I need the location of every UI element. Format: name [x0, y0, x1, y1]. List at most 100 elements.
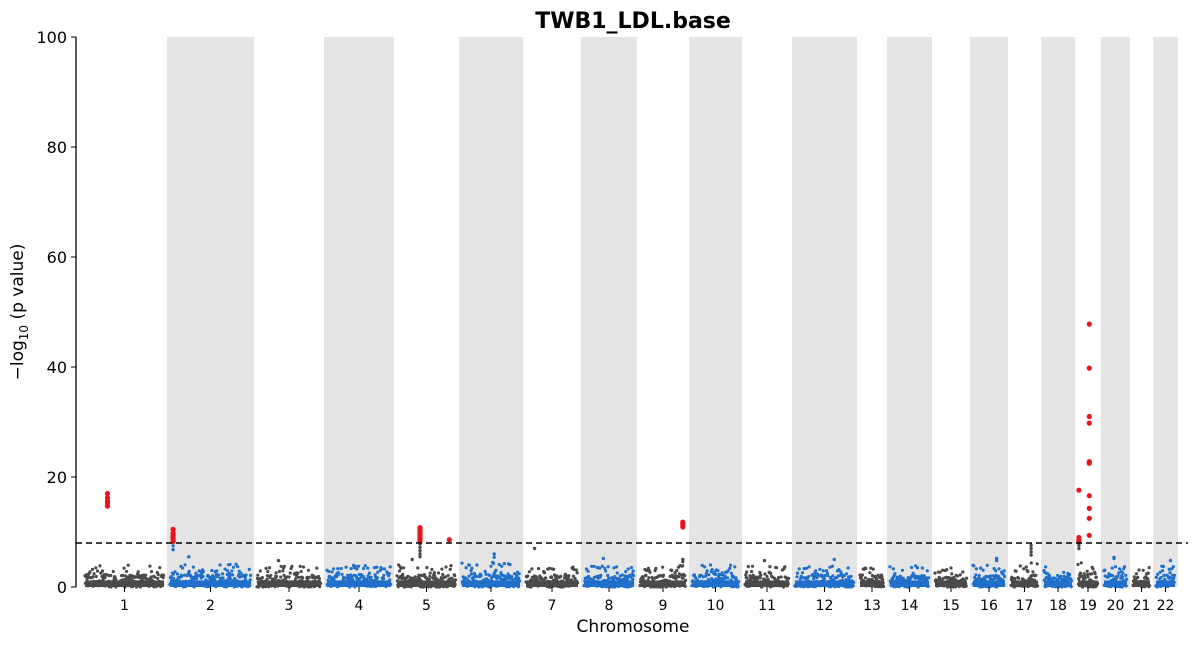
data-point	[439, 576, 443, 580]
data-point	[460, 561, 464, 565]
data-point	[795, 571, 800, 575]
data-point	[648, 570, 652, 574]
chromosome-points-9	[638, 519, 688, 589]
data-point	[294, 577, 298, 581]
data-point	[149, 575, 153, 579]
data-point	[171, 572, 175, 576]
data-point	[867, 577, 871, 581]
data-point	[831, 574, 835, 578]
data-point	[299, 570, 303, 574]
data-point	[1026, 570, 1030, 574]
data-point	[264, 566, 268, 571]
data-point	[758, 576, 762, 580]
data-point	[467, 574, 471, 578]
data-point-cluster	[795, 580, 854, 587]
significant-point	[1086, 505, 1092, 511]
data-point	[530, 567, 534, 571]
data-point	[647, 576, 651, 580]
data-point	[681, 576, 685, 580]
data-point	[574, 568, 578, 572]
data-point-cluster	[462, 580, 520, 587]
data-point	[492, 555, 496, 559]
y-axis-title-sub: 10	[17, 325, 31, 340]
data-point	[1147, 566, 1151, 570]
data-point	[169, 575, 173, 579]
data-point	[436, 571, 441, 575]
data-point	[428, 571, 432, 575]
data-point	[1112, 556, 1116, 561]
data-point	[296, 571, 300, 576]
data-point	[515, 573, 519, 578]
data-point	[661, 565, 665, 569]
significant-point	[1076, 487, 1082, 493]
data-point	[1156, 572, 1160, 576]
data-point-cluster	[890, 580, 929, 587]
data-point	[692, 573, 697, 577]
data-point	[382, 573, 386, 577]
significant-point	[680, 524, 686, 530]
data-point	[1168, 571, 1172, 575]
data-point	[994, 558, 999, 563]
x-tick-label-16: 16	[980, 598, 998, 614]
data-point	[357, 564, 361, 568]
data-point	[337, 571, 341, 575]
data-point	[1030, 574, 1034, 578]
data-point	[444, 565, 448, 569]
data-point	[1022, 567, 1026, 571]
data-point	[440, 567, 444, 571]
data-point	[484, 572, 488, 576]
chromosome-points-20	[1102, 555, 1129, 589]
data-point	[1003, 574, 1007, 579]
data-point	[418, 549, 422, 553]
chromosome-points-21	[1131, 566, 1152, 589]
data-point	[832, 557, 836, 562]
data-point	[774, 566, 779, 570]
data-point	[172, 576, 176, 580]
chromosome-points-12	[793, 557, 856, 589]
data-point	[599, 573, 603, 577]
data-point	[265, 574, 269, 578]
data-point	[274, 574, 279, 579]
data-point	[149, 570, 154, 574]
data-point-cluster	[85, 580, 164, 587]
data-point	[126, 575, 130, 580]
data-point	[448, 567, 452, 572]
x-tick-label-5: 5	[422, 598, 431, 614]
x-tick-label-12: 12	[816, 598, 834, 614]
data-point	[745, 570, 749, 574]
x-tick-label-10: 10	[707, 598, 725, 614]
data-point	[1154, 575, 1158, 580]
x-axis-title: Chromosome	[577, 617, 690, 637]
data-point	[210, 568, 214, 573]
data-point	[705, 569, 709, 573]
data-point	[1146, 571, 1150, 575]
data-point	[418, 545, 422, 550]
data-point	[380, 567, 384, 571]
data-point	[349, 567, 353, 571]
x-tick-label-19: 19	[1079, 598, 1097, 614]
data-point	[1086, 573, 1090, 577]
data-point	[399, 566, 403, 570]
data-point	[191, 565, 195, 569]
data-point	[410, 557, 414, 562]
data-point	[469, 572, 474, 576]
data-point	[1067, 573, 1072, 577]
x-axis: 1 2 3 4 5 6 7 8 9 10 11 12 13 14 15 16 17 18 19 20 21 22	[120, 587, 1174, 614]
data-point	[607, 577, 611, 581]
x-tick-label-8: 8	[605, 598, 614, 614]
data-point-cluster	[327, 580, 391, 587]
data-point	[1158, 570, 1162, 574]
data-point	[977, 574, 981, 578]
data-point	[269, 573, 273, 578]
data-point	[768, 565, 772, 569]
x-tick-label-21: 21	[1133, 598, 1151, 614]
data-point	[661, 573, 666, 577]
data-point	[231, 573, 235, 577]
data-point	[258, 569, 262, 573]
data-point	[572, 567, 576, 572]
data-point	[342, 575, 346, 580]
data-point	[444, 575, 448, 579]
data-point	[613, 575, 617, 579]
y-axis: 0 20 40 60 80 100	[36, 28, 77, 597]
